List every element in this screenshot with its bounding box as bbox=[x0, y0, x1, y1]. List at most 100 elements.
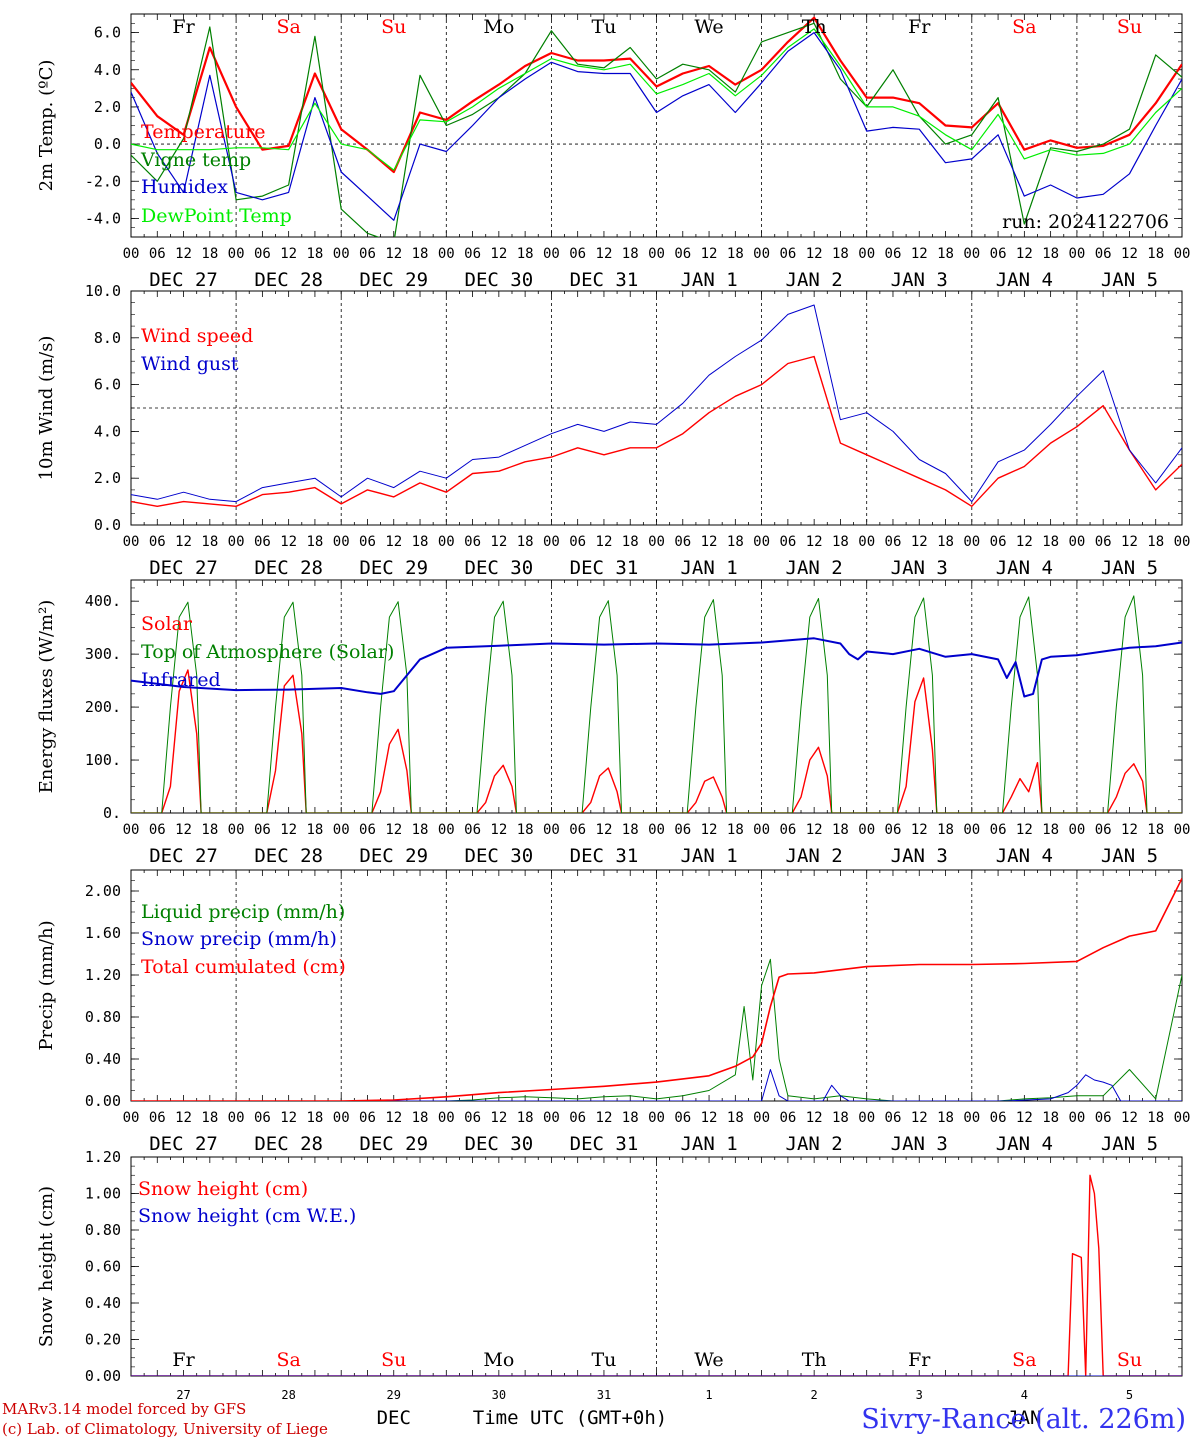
day-name: Su bbox=[1117, 16, 1142, 38]
hour-tick-label: 06 bbox=[990, 1110, 1007, 1126]
hour-tick-label: 06 bbox=[359, 246, 376, 262]
legend-entry: Wind gust bbox=[141, 353, 239, 375]
hour-tick-label: 06 bbox=[779, 246, 796, 262]
legend-entry: DewPoint Temp bbox=[141, 205, 292, 227]
hour-tick-label: 00 bbox=[753, 246, 770, 262]
day-name: Th bbox=[802, 1349, 827, 1371]
day-number: 30 bbox=[492, 1388, 506, 1402]
hour-tick-label: 12 bbox=[280, 246, 297, 262]
hour-tick-label: 12 bbox=[1121, 822, 1138, 838]
y-tick-label: 4.0 bbox=[94, 422, 121, 440]
hour-tick-label: 06 bbox=[1095, 822, 1112, 838]
hour-tick-label: 00 bbox=[333, 822, 350, 838]
hour-tick-label: 18 bbox=[832, 822, 849, 838]
hour-tick-label: 00 bbox=[1174, 246, 1191, 262]
hour-tick-label: 18 bbox=[1042, 822, 1059, 838]
hour-tick-label: 00 bbox=[753, 534, 770, 550]
hour-tick-label: 18 bbox=[306, 1110, 323, 1126]
series-line-top-of-atmosphere-solar- bbox=[131, 595, 1182, 813]
hour-tick-label: 12 bbox=[806, 822, 823, 838]
hour-tick-label: 06 bbox=[885, 822, 902, 838]
hour-tick-label: 06 bbox=[674, 1110, 691, 1126]
hour-tick-label: 12 bbox=[280, 822, 297, 838]
hour-tick-label: 18 bbox=[937, 1110, 954, 1126]
hour-tick-label: 12 bbox=[806, 246, 823, 262]
y-tick-label: 0.40 bbox=[85, 1050, 121, 1068]
hour-tick-label: 00 bbox=[333, 534, 350, 550]
y-tick-label: 0.20 bbox=[85, 1331, 121, 1349]
hour-tick-label: 18 bbox=[412, 246, 429, 262]
day-name: Sa bbox=[276, 16, 300, 38]
hour-tick-label: 18 bbox=[517, 534, 534, 550]
y-tick-label: 200. bbox=[85, 698, 121, 716]
date-label: DEC 27 bbox=[149, 1133, 218, 1155]
hour-tick-label: 06 bbox=[254, 534, 271, 550]
hour-tick-label: 12 bbox=[385, 534, 402, 550]
hour-tick-label: 00 bbox=[648, 246, 665, 262]
hour-tick-label: 12 bbox=[490, 534, 507, 550]
hour-tick-label: 00 bbox=[543, 1110, 560, 1126]
hour-tick-label: 18 bbox=[412, 822, 429, 838]
month-label: DEC bbox=[377, 1407, 411, 1429]
day-name: Mo bbox=[483, 16, 514, 38]
hour-tick-label: 00 bbox=[543, 822, 560, 838]
series-line-infrared bbox=[131, 637, 1182, 698]
y-tick-label: 2.00 bbox=[85, 882, 121, 900]
date-label: JAN 4 bbox=[996, 557, 1053, 579]
hour-tick-label: 00 bbox=[543, 534, 560, 550]
hour-tick-label: 00 bbox=[963, 534, 980, 550]
day-name: Su bbox=[381, 16, 406, 38]
legend-entry: Total cumulated (cm) bbox=[141, 956, 346, 978]
panel-4: 2.00 1.60 1.20 0.80 0.40 0.00 Precip (mm/h) Liq… bbox=[36, 869, 1190, 1155]
hour-tick-label: 18 bbox=[306, 822, 323, 838]
hour-tick-label: 00 bbox=[333, 246, 350, 262]
date-label: JAN 5 bbox=[1101, 269, 1158, 291]
hour-tick-label: 12 bbox=[1016, 534, 1033, 550]
hour-tick-label: 12 bbox=[911, 246, 928, 262]
y-tick-label: 10.0 bbox=[85, 282, 121, 300]
date-label: DEC 30 bbox=[465, 557, 534, 579]
legend-entry: Wind speed bbox=[141, 325, 253, 347]
series-line-dewpoint-temp bbox=[131, 28, 1182, 171]
hour-tick-label: 06 bbox=[464, 534, 481, 550]
day-name: Su bbox=[1117, 1349, 1142, 1371]
hour-tick-label: 12 bbox=[280, 534, 297, 550]
y-tick-label: 0.80 bbox=[85, 1221, 121, 1239]
hour-tick-label: 06 bbox=[990, 822, 1007, 838]
hour-tick-label: 12 bbox=[175, 246, 192, 262]
date-label: JAN 1 bbox=[680, 269, 737, 291]
day-name: Su bbox=[381, 1349, 406, 1371]
date-label: JAN 4 bbox=[996, 1133, 1053, 1155]
hour-tick-label: 00 bbox=[1068, 246, 1085, 262]
hour-tick-label: 12 bbox=[806, 534, 823, 550]
day-name: Sa bbox=[1012, 16, 1036, 38]
date-label: JAN 4 bbox=[996, 845, 1053, 867]
series-line-solar bbox=[131, 669, 1182, 813]
date-label: JAN 3 bbox=[891, 269, 948, 291]
hour-tick-label: 18 bbox=[727, 1110, 744, 1126]
y-tick-label: 0.80 bbox=[85, 1008, 121, 1026]
date-label: JAN 3 bbox=[891, 557, 948, 579]
hour-tick-label: 06 bbox=[569, 822, 586, 838]
hour-tick-label: 06 bbox=[885, 1110, 902, 1126]
date-label: DEC 28 bbox=[254, 1133, 323, 1155]
y-tick-label: 6.0 bbox=[94, 24, 121, 42]
hour-tick-label: 12 bbox=[1121, 534, 1138, 550]
hour-tick-label: 06 bbox=[674, 534, 691, 550]
date-label: JAN 4 bbox=[996, 269, 1053, 291]
hour-tick-label: 18 bbox=[832, 246, 849, 262]
series-line-vigne-temp bbox=[131, 22, 1182, 237]
y-tick-label: 4.0 bbox=[94, 61, 121, 79]
y-tick-label: 2.0 bbox=[94, 98, 121, 116]
legend-entry: Snow height (cm) bbox=[138, 1178, 308, 1200]
hour-tick-label: 12 bbox=[280, 1110, 297, 1126]
y-axis-title: Precip (mm/h) bbox=[36, 920, 57, 1050]
y-axis-title: 2m Temp. (ºC) bbox=[36, 60, 57, 192]
hour-tick-label: 12 bbox=[596, 1110, 613, 1126]
day-number: 1 bbox=[705, 1388, 712, 1402]
hour-tick-label: 12 bbox=[385, 1110, 402, 1126]
y-axis-title: Energy fluxes (W/m²) bbox=[36, 600, 57, 794]
legend-entry: Humidex bbox=[141, 176, 228, 198]
hour-tick-label: 00 bbox=[123, 1110, 140, 1126]
